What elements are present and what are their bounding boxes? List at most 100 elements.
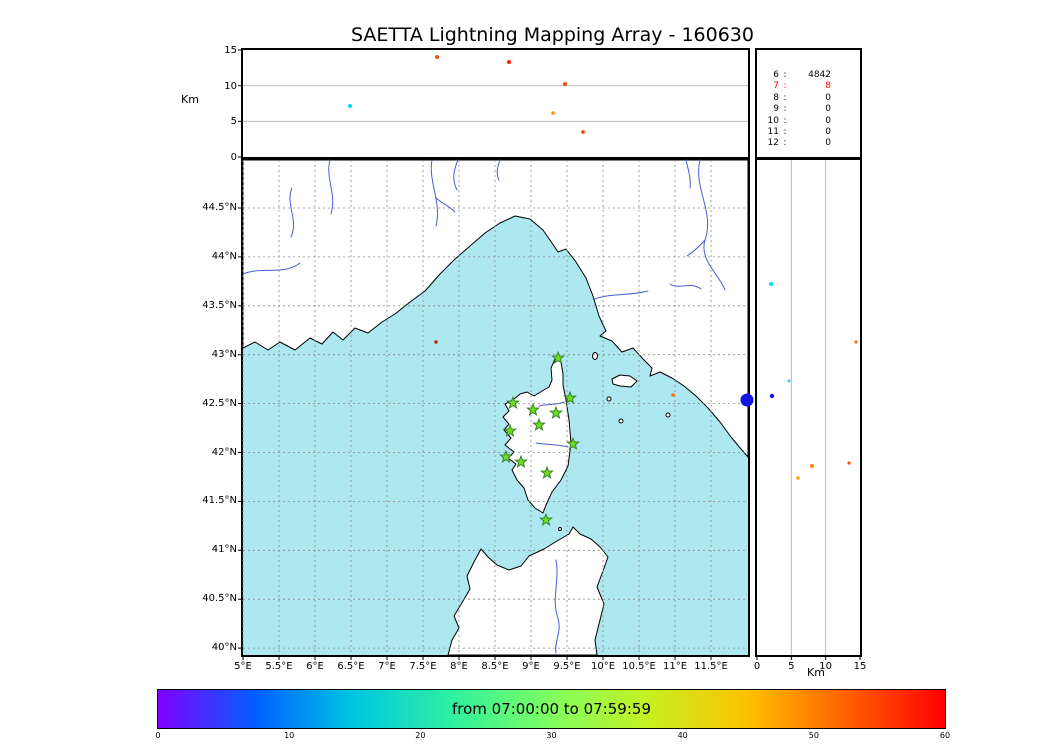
stats-hour: 11 (767, 126, 779, 137)
colorbar-label: from 07:00:00 to 07:59:59 (451, 700, 651, 718)
lat-tick-label: 41.5°N (202, 495, 237, 507)
lat-tick-label: 44°N (211, 250, 237, 262)
lightning-dot (854, 340, 858, 344)
lightning-dot (769, 393, 775, 399)
colorbar-tick-label: 0 (155, 731, 161, 740)
colorbar: from 07:00:00 to 07:59:59 (157, 689, 946, 729)
lat-tick-label: 40.5°N (202, 593, 237, 605)
station-star (506, 395, 520, 409)
stats-count: 8 (825, 81, 831, 92)
lon-tick-label: 7.5°E (409, 661, 437, 672)
lat-tick-label: 42.5°N (202, 397, 237, 409)
alt-lat-sources (769, 282, 858, 480)
lightning-dot (740, 393, 754, 407)
lon-tick-label: 10.5°E (622, 661, 656, 672)
lon-tick-label: 5°E (234, 661, 252, 672)
lightning-dot (787, 379, 791, 383)
lightning-dot (581, 130, 585, 134)
chart-title: SAETTA Lightning Mapping Array - 160630 (351, 24, 754, 46)
alt-lat-gridlines (790, 160, 827, 655)
lightning-dot (507, 60, 511, 64)
station-star (503, 423, 517, 437)
stats-row: 6: 4842 (763, 70, 860, 81)
map-canvas (238, 159, 754, 660)
stats-panel: 6:4842 7:8 8:0 9:0 10:0 11:0 12:0 (755, 48, 862, 159)
colorbar-tick-label: 10 (284, 731, 295, 740)
lat-tick-label: 44.5°N (202, 202, 237, 213)
alt-lon-canvas (238, 49, 748, 158)
station-star (499, 449, 513, 463)
alt-ytick-label: 15 (224, 45, 237, 56)
alt-axis-label: Km (181, 93, 199, 106)
lon-tick-label: 6.5°E (337, 661, 365, 672)
colorbar-tick-label: 50 (808, 731, 819, 740)
elba-island (611, 374, 638, 388)
stats-hour: 9 (773, 104, 779, 115)
lightning-dot (435, 55, 439, 59)
stats-count: 0 (825, 138, 831, 149)
stats-colon: : (783, 92, 787, 103)
colorbar-tick-label: 20 (415, 731, 426, 740)
stats-row: 12: 0 (763, 138, 860, 149)
colorbar-tick-label: 40 (677, 731, 688, 740)
lon-tick-label: 8.5°E (481, 661, 509, 672)
stats-count: 0 (825, 104, 831, 115)
lon-tick-label: 9°E (522, 661, 540, 672)
lon-tick-label: 10°E (590, 661, 616, 672)
capraia-island (592, 352, 598, 360)
lon-tick-label: 5.5°E (265, 661, 293, 672)
lon-tick-label: 9.5°E (553, 661, 581, 672)
lightning-dot (769, 282, 773, 286)
colorbar-tick-label: 60 (939, 731, 951, 740)
lat-tick-label: 43°N (211, 348, 237, 360)
stats-row: 8: 0 (763, 93, 860, 104)
alt-xtick-label: 5 (788, 661, 795, 672)
stats-hour: 10 (767, 115, 779, 126)
stats-count: 0 (825, 92, 831, 103)
alt-xtick-label: 0 (753, 661, 761, 672)
alt-lat-tick-marks (756, 655, 861, 660)
stats-row: 9: 0 (763, 104, 860, 115)
lightning-dot (796, 476, 800, 480)
colorbar-tick-label: 30 (546, 731, 557, 740)
station-star (563, 390, 577, 404)
alt-lat-panel (755, 158, 862, 660)
stats-colon: : (783, 81, 787, 92)
lat-tick-label: 40°N (211, 642, 237, 654)
station-star (566, 436, 580, 450)
giglio-island (665, 412, 671, 418)
stats-row: 10: 0 (763, 116, 860, 127)
alt-lon-sources (348, 55, 585, 134)
rivers (242, 159, 726, 654)
stats-hour: 6 (773, 70, 779, 80)
sardinia-island (447, 526, 609, 656)
alt-ytick-label: 0 (230, 152, 237, 163)
lightning-dot (563, 82, 567, 86)
right-axis-label: Km (807, 666, 825, 679)
alt-ytick-label: 10 (224, 80, 237, 92)
alt-lon-panel (238, 48, 750, 159)
station-star (514, 454, 528, 468)
station-star (526, 402, 540, 416)
station-markers (499, 350, 580, 526)
alt-xtick-label: 10 (819, 661, 833, 672)
lat-tick-label: 42°N (211, 446, 237, 458)
lightning-dot (551, 111, 555, 115)
alt-lon-gridlines (243, 85, 748, 122)
map-gridlines (242, 160, 748, 655)
map-panel (238, 158, 754, 660)
station-star (540, 465, 554, 479)
montecristo-island (618, 418, 624, 424)
map-tick-marks (238, 207, 712, 660)
stats-count: 4842 (808, 70, 831, 80)
stats-row: 7: 8 (763, 81, 860, 92)
lightning-dot (810, 464, 814, 468)
lon-tick-label: 11.5°E (694, 661, 728, 672)
lon-tick-label: 11°E (662, 661, 688, 672)
lightning-dot (434, 340, 438, 344)
coastline-continent (242, 159, 749, 458)
stats-hour: 8 (773, 92, 779, 103)
lightning-sources (434, 340, 754, 407)
station-star (532, 417, 546, 431)
